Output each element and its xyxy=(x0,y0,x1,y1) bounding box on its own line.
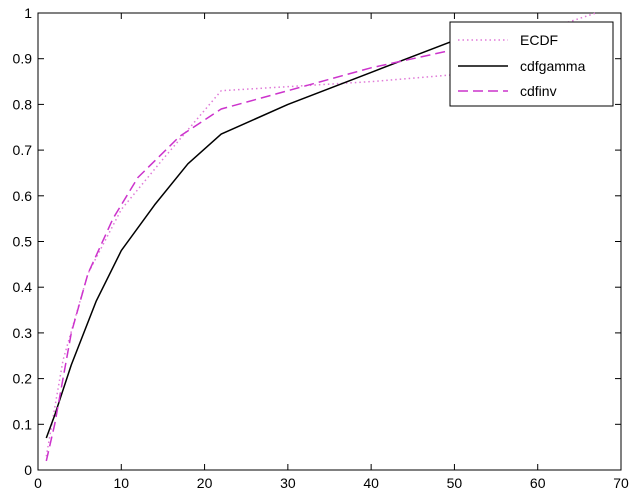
x-tick-label: 40 xyxy=(363,475,379,491)
legend-box xyxy=(449,21,614,107)
y-tick-label: 0.2 xyxy=(13,371,33,387)
legend-label-cdfgamma: cdfgamma xyxy=(520,58,586,74)
legend: ECDF cdfgamma cdfinv xyxy=(449,21,614,107)
y-tick-label: 0.4 xyxy=(13,279,33,295)
x-tick-label: 30 xyxy=(280,475,296,491)
y-tick-label: 0.8 xyxy=(13,96,33,112)
x-tick-label: 0 xyxy=(34,475,42,491)
x-tick-label: 10 xyxy=(113,475,129,491)
x-tick-label: 70 xyxy=(613,475,629,491)
y-tick-label: 0.1 xyxy=(13,416,33,432)
y-tick-label: 0.6 xyxy=(13,188,33,204)
series-line-ecdf xyxy=(45,12,597,457)
y-tick-label: 0.9 xyxy=(13,51,33,67)
y-tick-label: 0 xyxy=(24,462,32,478)
series-line-cdfgamma xyxy=(45,30,497,439)
y-tick-label: 0.7 xyxy=(13,142,33,158)
x-tick-label: 20 xyxy=(197,475,213,491)
y-tick-label: 0.5 xyxy=(13,234,33,250)
y-tick-label: 1 xyxy=(24,5,32,21)
legend-label-ecdf: ECDF xyxy=(520,32,558,48)
y-tick-label: 0.3 xyxy=(13,325,33,341)
series-line-cdfinv xyxy=(45,39,497,462)
x-tick-label: 50 xyxy=(447,475,463,491)
x-tick-label: 60 xyxy=(530,475,546,491)
legend-label-cdfinv: cdfinv xyxy=(520,83,557,99)
